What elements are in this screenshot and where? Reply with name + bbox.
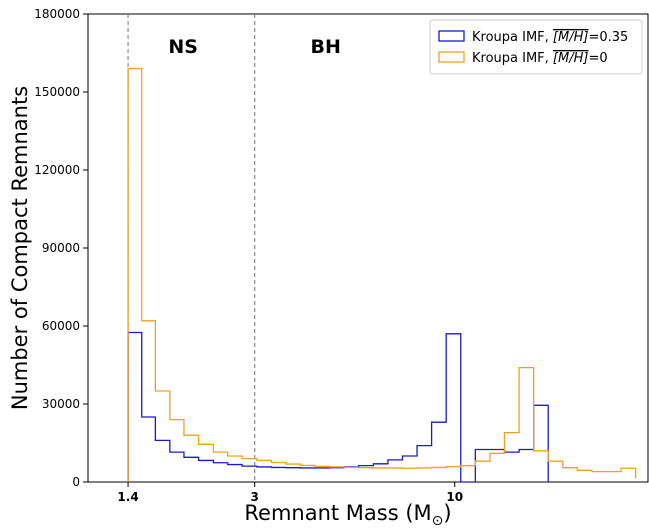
histogram-series-0	[127, 331, 549, 483]
y-tick-label-0: 0	[72, 475, 80, 489]
plot-area: 0 30000 60000 90000 120000 150000 180000 1.4 3 10…	[8, 7, 649, 529]
legend-box	[429, 19, 643, 75]
y-tick-label-1: 30000	[42, 397, 80, 411]
y-tick-label-5: 150000	[34, 85, 80, 99]
y-tick-label-3: 90000	[42, 241, 80, 255]
x-tick-label-1: 3	[251, 490, 259, 504]
x-tick-label-2: 10	[446, 490, 463, 504]
x-tick-label-0: 1.4	[117, 490, 138, 504]
y-tick-label-2: 60000	[42, 319, 80, 333]
legend-label-1: Kroupa IMF, [M/H]=0	[472, 51, 608, 66]
x-axis-title: Remnant Mass (M⊙)	[244, 501, 451, 525]
legend-swatch-0	[438, 30, 465, 42]
histogram-series-1	[127, 67, 637, 482]
plot-frame	[87, 13, 649, 483]
legend-swatch-1	[438, 51, 465, 63]
y-axis-title: Number of Compact Remnants	[8, 86, 32, 410]
y-tick-label-4: 120000	[34, 163, 80, 177]
region-label-ns: NS	[168, 36, 198, 58]
legend-label-0: Kroupa IMF, [M/H]=0.35	[472, 30, 628, 45]
region-label-bh: BH	[311, 36, 341, 58]
y-tick-label-6: 180000	[34, 7, 80, 21]
